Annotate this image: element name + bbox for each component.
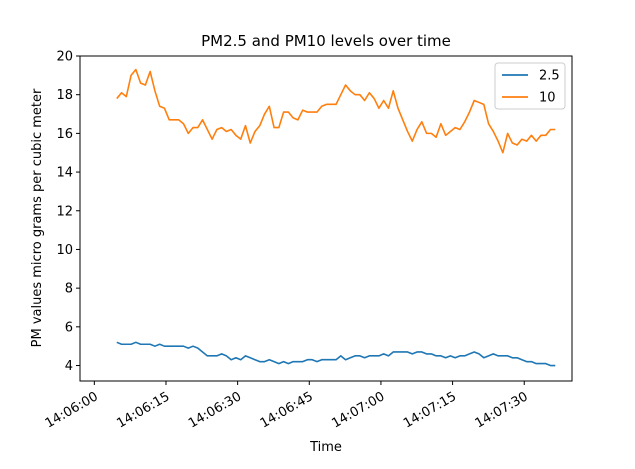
y-tick-label: 16 [56,127,73,142]
y-tick-label: 6 [65,320,73,335]
y-axis-title: PM values micro grams per cubic meter [30,88,45,347]
series-line-0 [116,341,556,367]
y-tick-label: 12 [56,204,73,219]
chart-title: PM2.5 and PM10 levels over time [201,32,451,50]
y-tick-label: 20 [56,50,73,65]
y-tick-label: 4 [65,359,73,374]
y-tick-label: 8 [65,282,73,297]
y-tick-label: 14 [56,166,73,181]
x-axis-title: Time [309,440,342,455]
y-tick-label: 18 [56,88,73,103]
legend-label-1: 10 [539,91,556,106]
plot-frame [79,55,573,382]
y-axis: 4 6 8 10 12 14 16 18 20 [56,50,80,374]
series-line-1 [116,68,556,154]
y-tick-label: 10 [56,243,73,258]
legend-label-0: 2.5 [539,69,560,84]
legend: 2.510 [494,62,566,110]
series-layer [116,68,556,367]
